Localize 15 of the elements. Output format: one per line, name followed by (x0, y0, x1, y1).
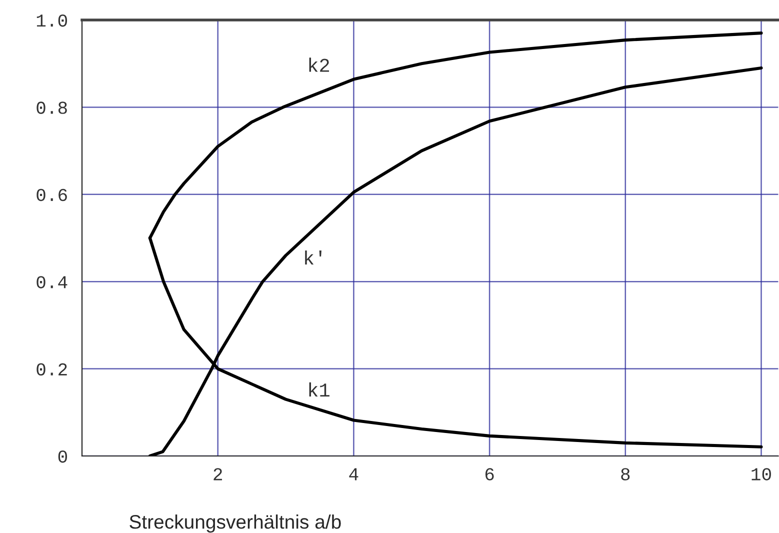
x-tick-label: 2 (214, 468, 222, 480)
series-label: k' (305, 250, 322, 265)
series-label: k2 (309, 58, 330, 72)
y-tick-label: 0.2 (36, 363, 67, 376)
series-label: k1 (309, 382, 330, 396)
y-tick-label: 0 (58, 450, 67, 463)
y-tick-label: 0.6 (36, 188, 67, 202)
x-tick-label: 4 (349, 468, 358, 480)
x-tick-label: 10 (752, 468, 771, 480)
y-tick-label: 1.0 (36, 14, 67, 27)
x-tick-label: 8 (621, 468, 630, 480)
x-axis-title: Streckungsverhältnis a/b (130, 514, 341, 533)
x-tick-label: 6 (485, 468, 494, 480)
y-tick-label: 0.8 (36, 102, 67, 114)
y-tick-label: 0.4 (36, 276, 68, 288)
